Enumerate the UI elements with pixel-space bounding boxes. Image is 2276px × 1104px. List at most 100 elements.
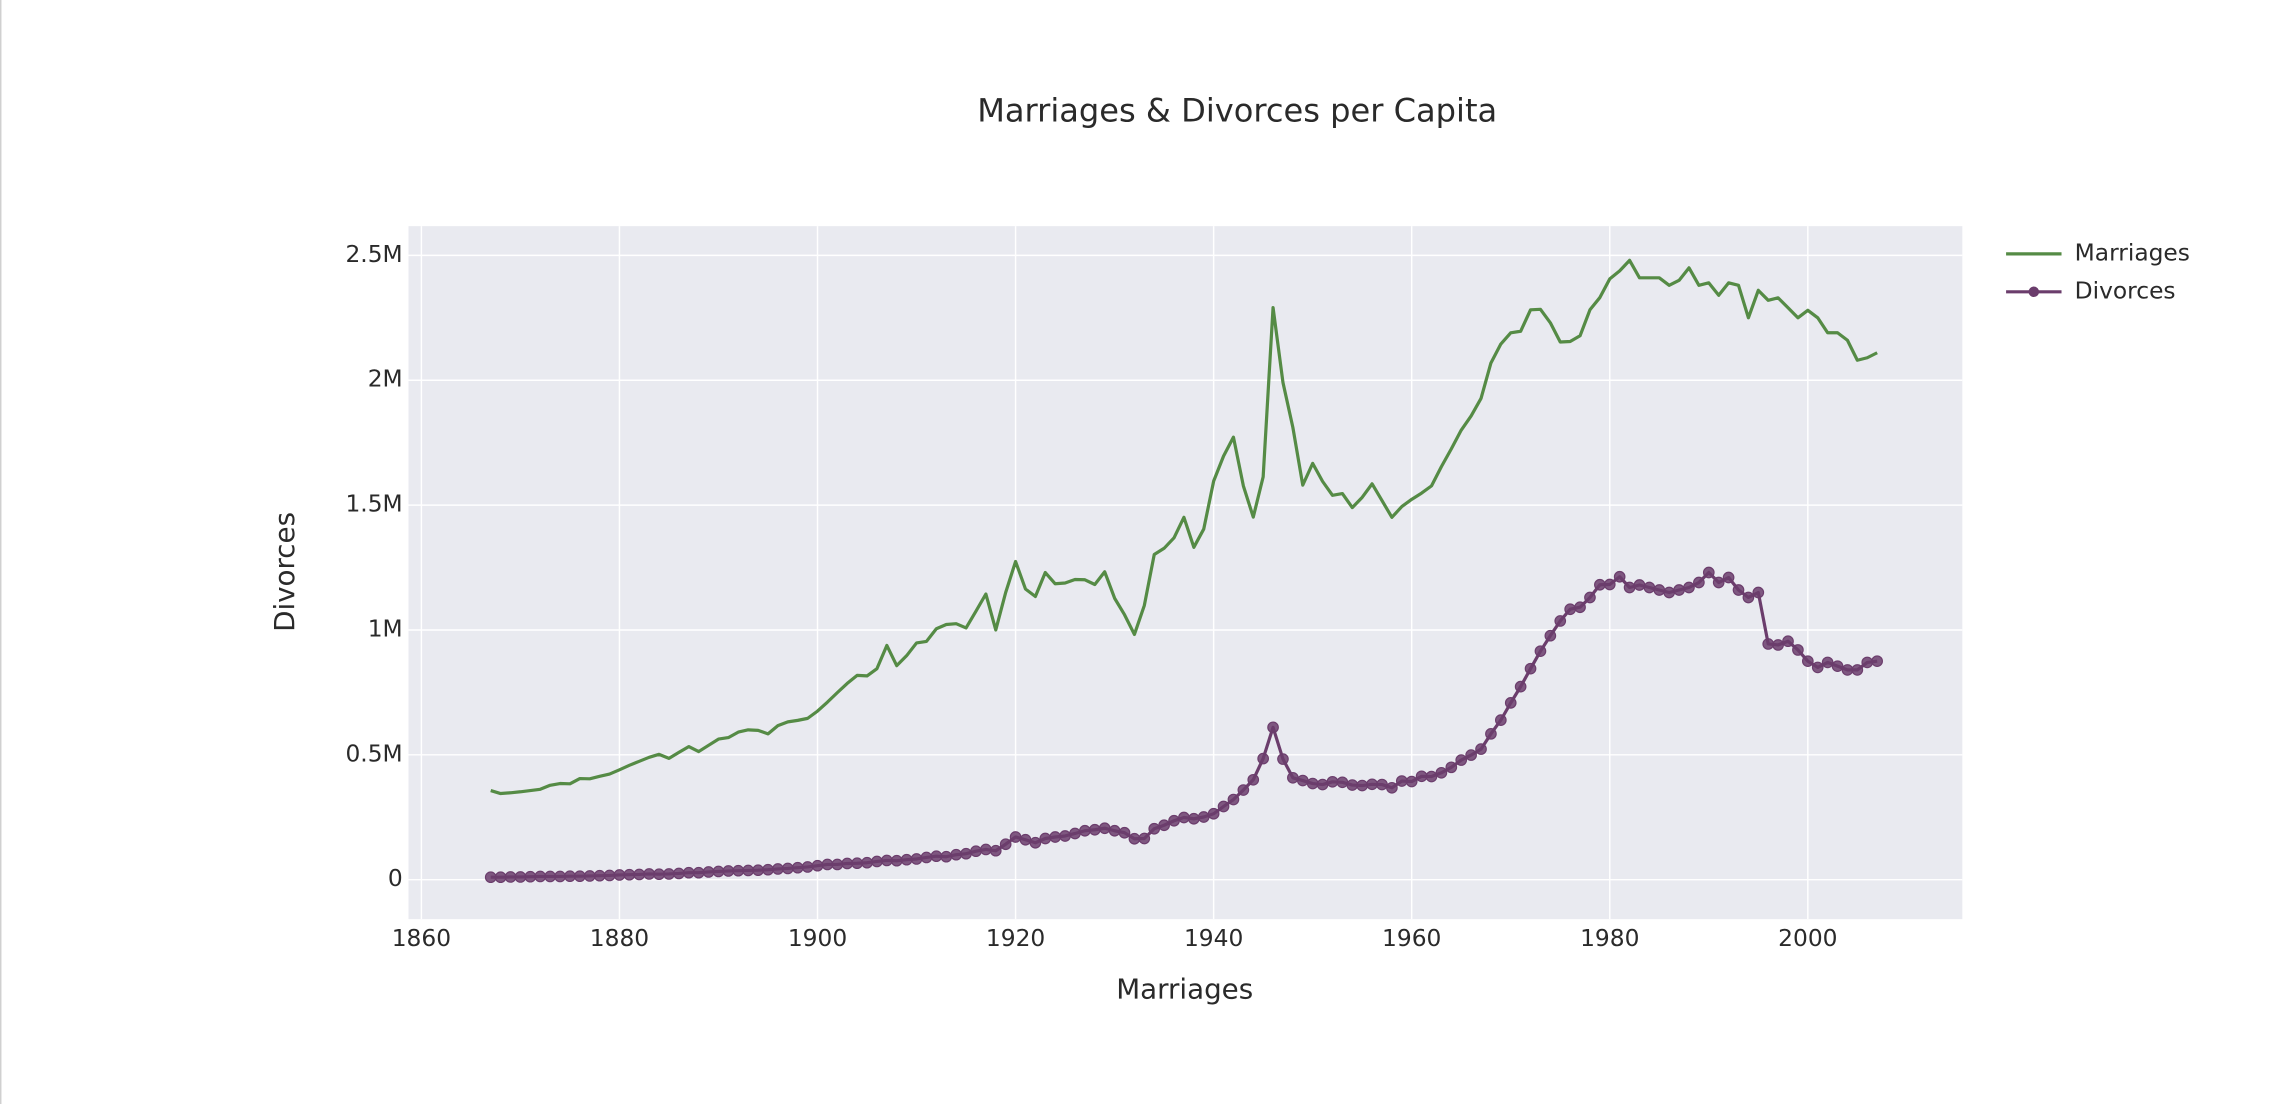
marker: [1059, 830, 1071, 842]
marker: [1445, 761, 1458, 774]
marker: [1782, 635, 1794, 648]
x-tick-label: 1960: [1382, 924, 1441, 952]
marker: [1108, 824, 1121, 837]
marker: [1346, 779, 1359, 791]
marker: [900, 853, 913, 866]
marker: [1217, 800, 1230, 813]
legend-marker: [2028, 286, 2040, 298]
marker: [1663, 586, 1676, 599]
marker: [861, 856, 873, 869]
marker: [1415, 770, 1428, 783]
marker: [514, 871, 527, 883]
marker: [1336, 776, 1349, 789]
marker: [1197, 811, 1210, 823]
marker: [950, 848, 962, 861]
marker: [1851, 664, 1864, 676]
marker: [1831, 660, 1844, 673]
marker: [544, 870, 556, 883]
marker: [881, 854, 893, 867]
marker: [1316, 778, 1329, 791]
marker: [1653, 584, 1666, 596]
marker: [554, 870, 566, 883]
marker: [1277, 753, 1289, 765]
series-line: [490, 258, 1878, 796]
marker: [1643, 581, 1656, 594]
marker: [742, 864, 755, 877]
marker: [1742, 591, 1755, 604]
y-axis-label: Divorces: [268, 512, 301, 632]
marker: [1504, 697, 1517, 709]
marker: [673, 867, 685, 880]
marker: [1772, 639, 1784, 651]
y-tick-label: 2M: [368, 365, 403, 393]
marker: [1732, 584, 1745, 596]
marker: [811, 859, 824, 872]
marker: [1088, 823, 1101, 836]
marker: [999, 838, 1012, 851]
marker: [663, 868, 675, 880]
marker: [940, 850, 953, 863]
marker: [1574, 601, 1586, 614]
marker: [1257, 752, 1269, 765]
marker: [583, 870, 596, 882]
marker: [1564, 603, 1576, 616]
x-tick-label: 1940: [1184, 924, 1243, 952]
marker: [1405, 775, 1418, 788]
x-tick-label: 1920: [986, 924, 1045, 952]
marker: [1118, 826, 1131, 839]
marker: [504, 871, 517, 883]
marker: [752, 864, 764, 877]
marker: [1237, 784, 1250, 796]
marker: [1039, 832, 1052, 845]
marker: [534, 870, 547, 883]
marker: [1821, 656, 1834, 669]
chart-title: Marriages & Divorces per Capita: [977, 91, 1497, 129]
marker: [1801, 655, 1814, 668]
marker: [1079, 824, 1091, 837]
marker: [960, 847, 972, 860]
marker: [1247, 773, 1260, 786]
marker: [1019, 833, 1032, 846]
marker: [1762, 638, 1775, 650]
marker: [980, 843, 992, 856]
x-tick-label: 1860: [392, 924, 451, 952]
marker: [1752, 586, 1765, 599]
grid: 1860 1880 1900 1920 1940 1960 1980 2000 0 0.5M 1M 1…: [345, 226, 1963, 952]
marker: [1811, 661, 1824, 674]
legend: Marriages Divorces: [2006, 238, 2190, 304]
marker: [1712, 576, 1725, 589]
x-tick-label: 1900: [788, 924, 847, 952]
marker: [831, 858, 844, 871]
marker: [633, 868, 646, 881]
marker: [1326, 775, 1339, 788]
marker: [603, 869, 616, 882]
marker: [1623, 581, 1636, 594]
marker: [494, 871, 507, 884]
marker: [1494, 714, 1507, 726]
marker: [1534, 645, 1547, 658]
marker: [1306, 777, 1319, 790]
x-tick-label: 2000: [1778, 924, 1837, 952]
marker: [1029, 836, 1042, 849]
x-tick-label: 1980: [1580, 924, 1639, 952]
marker: [574, 870, 586, 883]
marker: [821, 858, 834, 871]
marker: [930, 850, 943, 863]
marker: [484, 871, 497, 884]
marker: [772, 863, 784, 875]
marker: [1267, 721, 1279, 734]
marker: [1584, 591, 1596, 604]
marker: [1207, 807, 1220, 820]
marker: [1841, 664, 1854, 676]
marker: [1683, 581, 1695, 594]
y-tick-label: 0: [388, 864, 403, 892]
marker: [613, 869, 626, 881]
marker: [1296, 774, 1309, 787]
legend-item: Marriages: [2006, 238, 2190, 266]
marker: [1009, 831, 1022, 843]
marker: [1227, 793, 1240, 806]
marker: [841, 857, 854, 870]
marker: [1356, 779, 1369, 792]
marker: [762, 863, 774, 876]
